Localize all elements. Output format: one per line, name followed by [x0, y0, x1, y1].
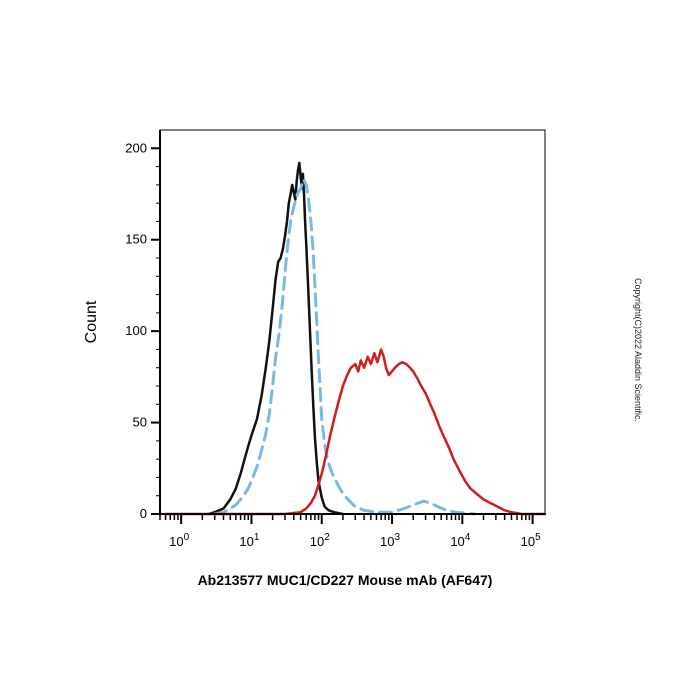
x-tick-label-4: 104	[450, 532, 470, 549]
y-tick-label-3: 150	[125, 232, 147, 247]
y-tick-label-1: 50	[133, 415, 147, 430]
y-axis-title: Count	[83, 300, 100, 343]
copyright-text: Copyright(C)2022 Aladdin Scientific.	[633, 277, 643, 423]
y-tick-label-2: 100	[125, 323, 147, 338]
x-tick-label-5: 105	[521, 532, 541, 549]
series-line-1	[207, 161, 345, 516]
y-tick-label-4: 200	[125, 140, 147, 155]
x-tick-label-1: 101	[239, 532, 259, 549]
x-tick-label-0: 100	[169, 532, 189, 549]
plot-frame	[159, 129, 546, 515]
x-tick-label-2: 102	[310, 532, 330, 549]
x-axis-title: Ab213577 MUC1/CD227 Mouse mAb (AF647)	[198, 572, 493, 588]
x-ticks: 100 101 102 103 104 105	[169, 514, 541, 549]
series-line-3	[164, 348, 547, 516]
x-tick-label-3: 103	[380, 532, 400, 549]
series-line-2	[213, 177, 477, 516]
series-layer	[164, 161, 547, 516]
y-ticks: 0 50 100 150 200	[125, 140, 160, 521]
y-tick-label-0: 0	[140, 506, 147, 521]
